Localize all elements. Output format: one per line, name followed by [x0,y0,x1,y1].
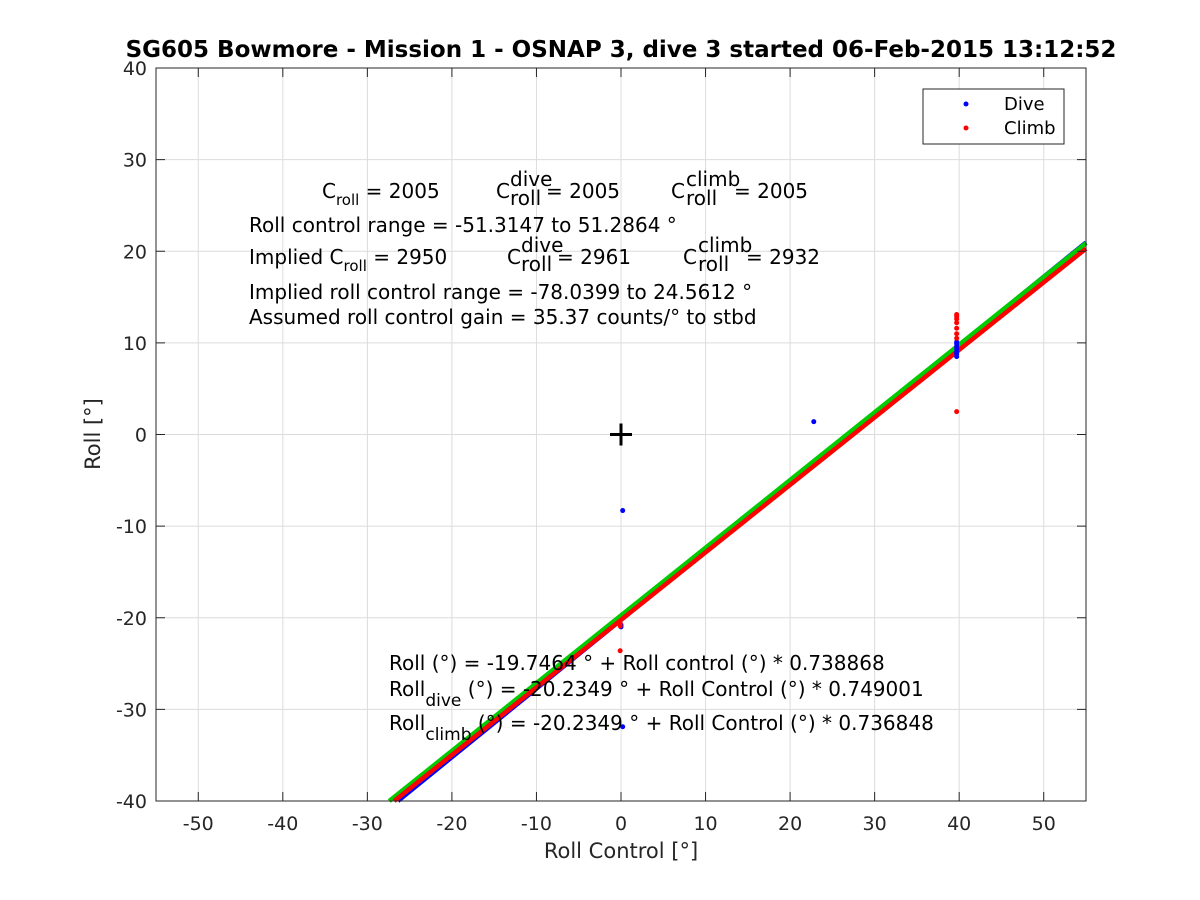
y-tick-label: 10 [123,333,147,355]
legend-label-dive: Dive [1004,94,1045,115]
annotation-c-roll-climb: C [671,179,685,203]
data-point-dive [620,724,626,730]
y-tick-label: -30 [116,699,147,721]
fit-lines [387,240,1088,803]
axis-ticks: -50 -40 -30 -20 -10 0 10 20 30 40 50 -40 -30 -20 -10 0 1… [116,58,1086,835]
fit-line-1 [387,241,1088,803]
chart-title: SG605 Bowmore - Mission 1 - OSNAP 3, div… [126,37,1117,63]
annotation-fit-all: Roll (°) = -19.7464 ° + Roll control (°)… [389,651,885,675]
annotation-c-roll-dive-sub: roll [510,186,541,210]
annotation-c-roll-dive: C [496,179,510,203]
x-tick-label: 30 [863,813,887,835]
data-point-dive [620,508,626,514]
x-tick-label: -20 [436,813,467,835]
annotation-implied-c-dive-val: = 2961 [557,245,631,269]
y-axis-label: Roll [°] [81,398,105,470]
x-tick-label: -10 [521,813,552,835]
x-tick-label: 20 [778,813,802,835]
annotation-c-roll-climb-val: = 2005 [734,179,808,203]
x-tick-label: 50 [1032,813,1056,835]
x-tick-label: 40 [947,813,971,835]
fit-line-2 [392,246,1088,803]
data-point-dive [954,339,960,345]
data-point-dive [811,419,817,425]
x-tick-label: -50 [183,813,214,835]
x-tick-label: -40 [267,813,298,835]
annotation-c-roll: Croll = 2005 [322,179,440,209]
x-tick-label: -30 [352,813,383,835]
data-point-climb [617,623,623,629]
x-axis-label: Roll Control [°] [544,839,698,863]
annotation-implied-range: Implied roll control range = -78.0399 to… [249,280,752,304]
data-point-climb [617,648,623,654]
data-point-climb [954,409,960,415]
y-tick-label: -40 [116,791,147,813]
center-marker [610,423,632,446]
annotation-c-roll-dive-val: = 2005 [546,179,620,203]
annotation-implied-c-dive: C [507,245,521,269]
y-tick-label: 20 [123,241,147,263]
legend-marker-climb [963,125,969,131]
y-tick-label: -10 [116,516,147,538]
data-point-climb [954,331,960,337]
legend-marker-dive [963,101,969,107]
data-point-climb [954,325,960,331]
annotation-implied-c-dive-sub: roll [521,252,552,276]
y-tick-label: 0 [135,425,147,447]
annotation-implied-c-climb-sup: climb [698,233,752,257]
y-tick-label: 30 [123,150,147,172]
legend: Dive Climb [922,88,1065,145]
annotation-c-roll-climb-sub: roll [686,186,717,210]
annotation-roll-range: Roll control range = -51.3147 to 51.2864… [249,213,677,237]
annotation-implied-c-roll: Implied Croll = 2950 [249,245,447,275]
data-point-climb [954,311,960,317]
legend-box [922,88,1065,145]
annotation-implied-c-climb-sub: roll [698,252,729,276]
y-tick-label: 40 [123,58,147,80]
annotation-c-roll-dive-sup: dive [510,167,552,191]
x-tick-label: 0 [615,813,627,835]
annotation-implied-c-climb-val: = 2932 [746,245,820,269]
annotation-implied-c-dive-sup: dive [521,233,563,257]
annotation-c-roll-climb-sup: climb [686,167,740,191]
y-tick-label: -20 [116,608,147,630]
annotation-gain: Assumed roll control gain = 35.37 counts… [249,305,757,329]
legend-label-climb: Climb [1004,118,1056,139]
data-point-climb [954,320,960,326]
data-point-climb [954,335,960,341]
annotation-implied-c-climb: C [683,245,697,269]
annotation-fit-dive: Rolldive (°) = -20.2349 ° + Roll Control… [389,677,924,711]
annotation-fit-climb: Rollclimb (°) = -20.2349 ° + Roll Contro… [389,711,934,745]
x-tick-label: 10 [693,813,717,835]
data-points [617,311,960,730]
